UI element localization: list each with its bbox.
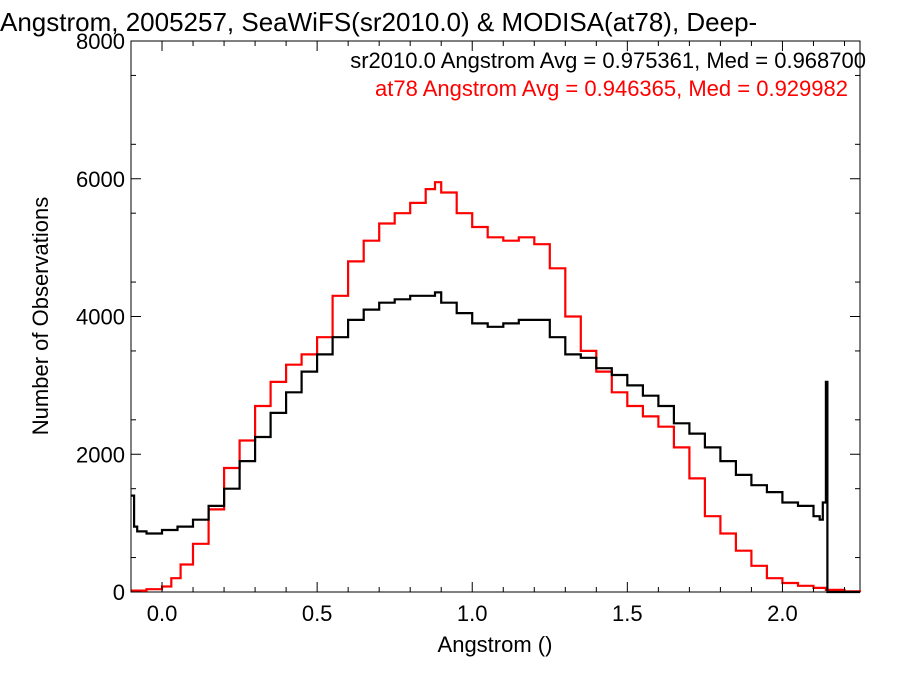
y-tick-label: 0 (113, 580, 125, 605)
x-tick-label: 1.0 (457, 601, 488, 626)
x-tick-label: 0.0 (147, 601, 178, 626)
series-line-sr2010 (131, 291, 860, 594)
series-line-at78 (131, 181, 862, 593)
y-tick-label: 6000 (76, 167, 125, 192)
plot-border (130, 40, 861, 593)
ticks-layer: 0.0 0.5 1.0 1.5 2.0 0 2000 4000 6000 8000 (76, 29, 860, 626)
x-tick-label: 1.5 (612, 601, 643, 626)
series-layer (131, 181, 862, 594)
chart-title: Angstrom, 2005257, SeaWiFS(sr2010.0) & M… (0, 7, 757, 37)
x-axis-title: Angstrom () (438, 632, 553, 657)
x-tick-label: 0.5 (302, 601, 333, 626)
x-tick-label: 2.0 (767, 601, 798, 626)
y-tick-label: 4000 (76, 305, 125, 330)
stat-annotation-at78: at78 Angstrom Avg = 0.946365, Med = 0.92… (375, 76, 848, 101)
y-tick-label: 8000 (76, 29, 125, 54)
y-axis-title: Number of Observations (28, 197, 53, 435)
stats-annotations: sr2010.0 Angstrom Avg = 0.975361, Med = … (350, 48, 866, 101)
y-tick-label: 2000 (76, 442, 125, 467)
stat-annotation-sr2010: sr2010.0 Angstrom Avg = 0.975361, Med = … (350, 48, 866, 73)
plot-frame (130, 40, 861, 593)
